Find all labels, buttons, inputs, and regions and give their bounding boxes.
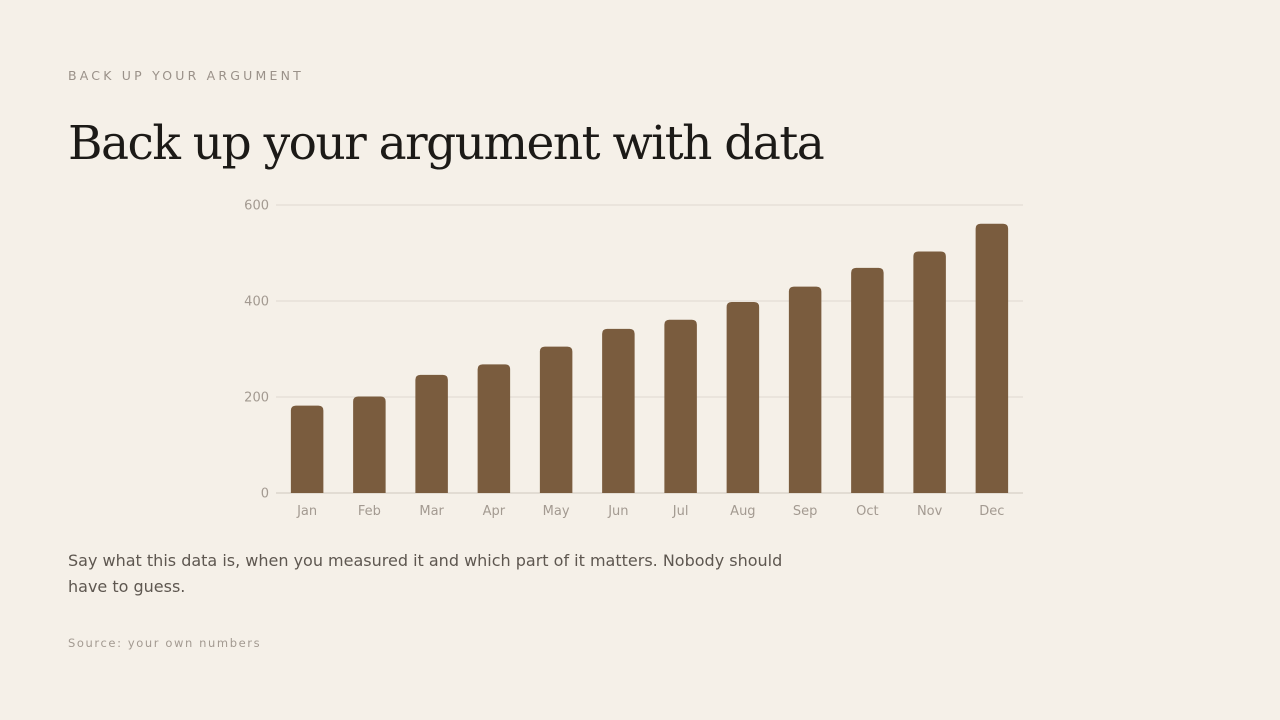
- bar-apr: [477, 364, 511, 493]
- chart-gridlines: [276, 204, 1023, 494]
- chart-x-ticks: Jan Feb Mar Apr May Jun Jul Aug Sep Oct Nov Dec: [296, 504, 1004, 519]
- chart-bars: [290, 223, 1009, 493]
- bar-jul: [664, 319, 697, 493]
- bar-sep: [788, 286, 822, 493]
- x-tick-label: Jun: [607, 504, 628, 519]
- slide-eyebrow: BACK UP YOUR ARGUMENT: [68, 68, 305, 83]
- y-tick-label: 400: [244, 295, 269, 310]
- bar-oct: [851, 267, 884, 493]
- bar-feb: [353, 396, 386, 493]
- x-tick-label: Aug: [730, 504, 755, 519]
- slide-caption: Say what this data is, when you measured…: [68, 551, 783, 596]
- x-tick-label: Oct: [856, 504, 878, 519]
- source-note: Source: your own numbers: [68, 636, 262, 650]
- bar-dec: [975, 223, 1009, 493]
- y-tick-label: 200: [244, 391, 269, 406]
- x-tick-label: Dec: [979, 504, 1004, 519]
- x-tick-label: Jul: [672, 504, 689, 519]
- x-tick-label: Mar: [419, 504, 444, 519]
- x-tick-label: Sep: [793, 504, 818, 519]
- x-tick-label: May: [543, 504, 570, 519]
- bar-chart: 0 200 400 600 Jan Feb Mar Apr May Jun Jul Aug Sep Oc…: [244, 199, 1023, 519]
- bar-mar: [415, 374, 448, 493]
- x-tick-label: Jan: [296, 504, 317, 519]
- bar-may: [539, 346, 573, 493]
- y-tick-label: 600: [244, 199, 269, 214]
- bar-jun: [602, 328, 635, 493]
- chart-y-ticks: 0 200 400 600: [244, 199, 269, 502]
- x-tick-label: Feb: [358, 504, 381, 519]
- x-tick-label: Nov: [917, 504, 943, 519]
- bar-nov: [913, 251, 946, 493]
- x-tick-label: Apr: [483, 504, 506, 519]
- bar-aug: [726, 301, 760, 493]
- y-tick-label: 0: [261, 487, 269, 502]
- bar-jan: [290, 405, 324, 493]
- slide-title: Back up your argument with data: [68, 116, 825, 171]
